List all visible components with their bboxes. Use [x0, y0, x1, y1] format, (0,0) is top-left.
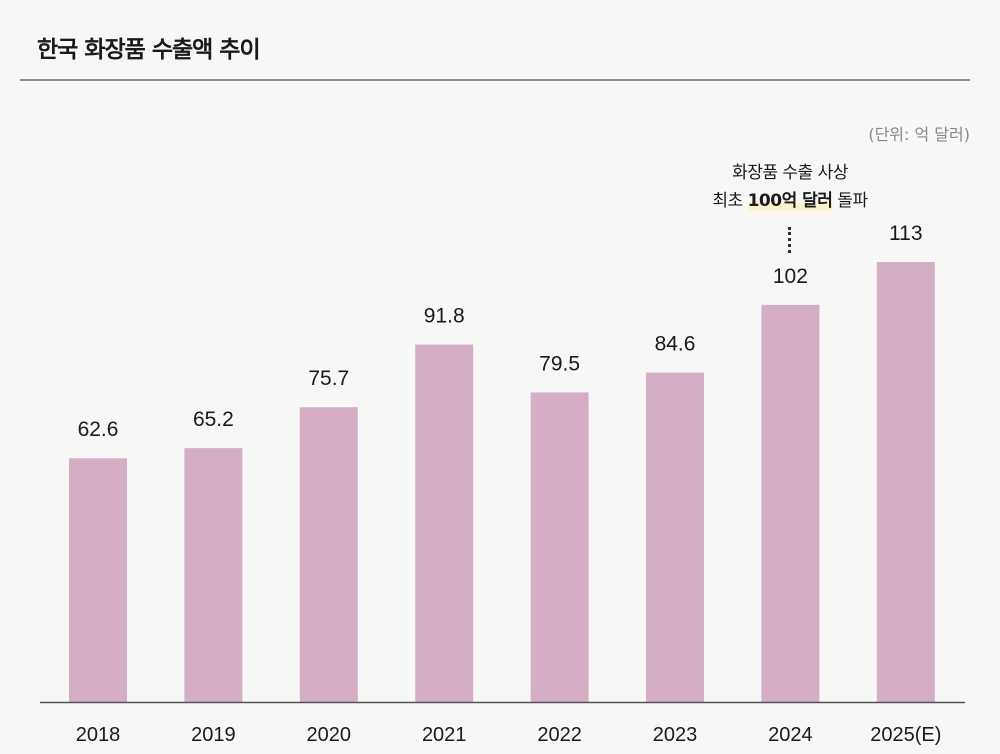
annotation-highlight: 100억 달러 [747, 191, 833, 211]
x-tick-label: 2022 [537, 724, 582, 746]
bar-2019 [184, 448, 243, 702]
annotation-prefix: 최초 [712, 191, 748, 211]
annotation: 화장품 수출 사상 최초 100억 달러 돌파 [680, 159, 900, 215]
bar-2025(E) [876, 262, 935, 702]
x-tick-label: 2025(E) [870, 724, 941, 746]
x-tick-label: 2021 [422, 724, 467, 746]
value-label: 65.2 [193, 408, 234, 431]
annotation-line1: 화장품 수출 사상 [732, 163, 848, 183]
bar-2018 [69, 458, 127, 702]
title-divider [20, 79, 970, 81]
bar-2023 [646, 372, 704, 702]
x-tick-label: 2019 [191, 724, 236, 746]
x-tick-label: 2018 [76, 724, 121, 746]
bar-2024 [761, 304, 820, 702]
value-label: 102 [773, 265, 808, 288]
x-tick-label: 2023 [653, 724, 698, 746]
value-label: 75.7 [308, 367, 349, 390]
annotation-line2: 최초 100억 달러 돌파 [680, 187, 900, 215]
value-label: 79.5 [539, 352, 580, 375]
annotation-suffix: 돌파 [832, 191, 868, 211]
value-label: 62.6 [78, 418, 119, 441]
bar-2022 [530, 392, 589, 702]
bar-2021 [415, 344, 474, 702]
value-label: 113 [889, 222, 922, 245]
value-label: 91.8 [424, 305, 465, 328]
x-tick-label: 2024 [768, 724, 813, 746]
unit-label: (단위: 억 달러) [868, 125, 970, 144]
chart-title: 한국 화장품 수출액 추이 [37, 37, 261, 63]
bar-2020 [299, 407, 358, 702]
x-tick-label: 2020 [307, 724, 352, 746]
annotation-dotted-line [788, 227, 795, 253]
value-label: 84.6 [655, 333, 696, 356]
